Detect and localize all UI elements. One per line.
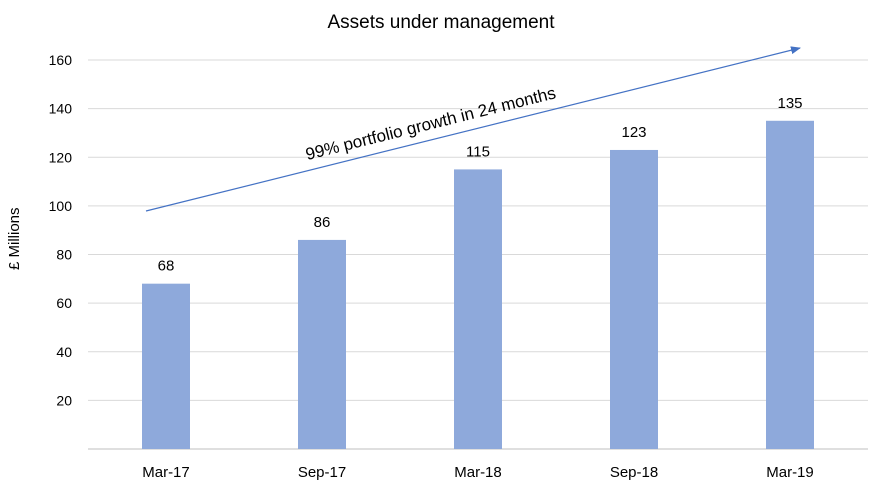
bar-mar-19 xyxy=(766,120,814,449)
growth-arrow xyxy=(145,46,801,212)
bar-sep-17 xyxy=(298,239,346,449)
y-tick-label: 140 xyxy=(49,101,73,117)
data-label: 115 xyxy=(466,143,490,160)
bar-mar-17 xyxy=(142,283,190,449)
x-tick-label: Mar-19 xyxy=(766,464,814,481)
y-tick-label: 20 xyxy=(56,392,72,408)
bar-mar-18 xyxy=(454,169,502,449)
y-tick-label: 120 xyxy=(49,149,73,165)
x-tick-label: Mar-17 xyxy=(142,464,190,481)
y-tick-label: 80 xyxy=(56,247,72,263)
y-tick-labels: 20 40 60 80 100 120 140 160 xyxy=(49,52,73,408)
bars xyxy=(142,120,814,450)
data-labels: 68 86 115 123 135 xyxy=(158,95,803,275)
x-tick-label: Sep-17 xyxy=(298,464,346,481)
y-tick-label: 160 xyxy=(49,52,73,68)
x-tick-label: Sep-18 xyxy=(610,464,658,481)
bar-sep-18 xyxy=(610,149,658,450)
data-label: 86 xyxy=(314,214,331,231)
data-label: 123 xyxy=(621,124,646,141)
growth-annotation-text: 99% portfolio growth in 24 months xyxy=(304,83,558,164)
y-tick-label: 60 xyxy=(56,295,72,311)
y-tick-label: 40 xyxy=(56,344,72,360)
data-label: 135 xyxy=(777,95,802,112)
chart-title: Assets under management xyxy=(327,12,555,33)
x-tick-label: Mar-18 xyxy=(454,464,502,481)
y-tick-label: 100 xyxy=(49,198,73,214)
x-tick-labels: Mar-17 Sep-17 Mar-18 Sep-18 Mar-19 xyxy=(142,464,814,481)
data-label: 68 xyxy=(158,258,175,275)
